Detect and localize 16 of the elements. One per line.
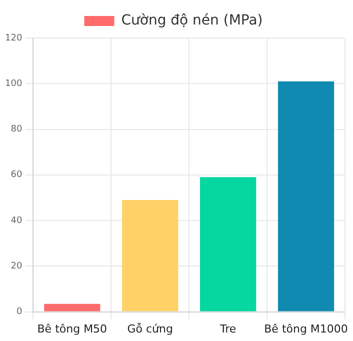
y-tick-label: 80 [10, 124, 22, 135]
x-tick-label: Bê tông M50 [37, 322, 108, 336]
y-tick-label: 0 [16, 307, 22, 318]
x-tick-label: Bê tông M1000 [264, 322, 348, 336]
bar [122, 200, 178, 312]
y-tick-label: 60 [10, 170, 22, 180]
bar [44, 304, 100, 312]
legend-label: Cường độ nén (MPa) [121, 12, 263, 29]
y-tick-label: 20 [10, 262, 22, 272]
y-tick-label: 100 [4, 78, 22, 89]
bar [278, 81, 334, 312]
bar [200, 177, 256, 312]
x-tick-label: Tre [218, 322, 236, 336]
y-tick-label: 120 [4, 33, 22, 44]
x-tick-label: Gỗ cứng [127, 322, 173, 336]
y-tick-label: 40 [10, 216, 22, 226]
